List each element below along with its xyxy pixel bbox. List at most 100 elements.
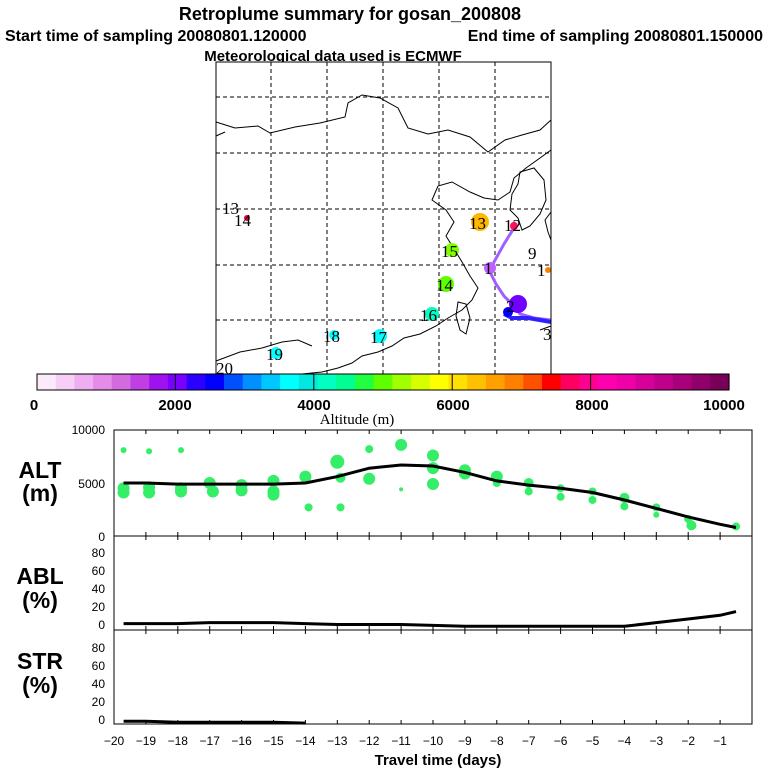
- colorbar-swatch: [167, 374, 188, 390]
- str-ytick-label: 20: [92, 695, 106, 709]
- alt-panel-unit: (m): [22, 480, 58, 506]
- colorbar-swatch: [579, 374, 599, 390]
- plot-layers: [117, 438, 741, 725]
- str-panel-unit: (%): [22, 672, 58, 698]
- x-tick-label: −6: [554, 734, 568, 748]
- colorbar-swatch: [55, 374, 76, 390]
- cluster-dot: [373, 329, 387, 343]
- alt-scatter-point: [117, 486, 130, 499]
- cluster-dot: [244, 215, 250, 221]
- colorbar-swatch: [523, 374, 543, 390]
- x-tick-label: −1: [713, 734, 727, 748]
- x-tick-label: −8: [490, 734, 504, 748]
- map-label: 14: [436, 276, 454, 295]
- map-label: 17: [370, 328, 388, 347]
- alt-scatter-point: [267, 488, 280, 501]
- alt-ytick-label: 5000: [78, 477, 105, 491]
- alt-scatter-point: [143, 486, 156, 499]
- str-ytick-label: 0: [98, 713, 105, 727]
- alt-scatter-point: [395, 438, 408, 451]
- alt-scatter-point: [524, 487, 533, 496]
- x-tick-label: −20: [104, 734, 125, 748]
- x-tick-label: −7: [522, 734, 536, 748]
- str-ytick-label: 80: [92, 641, 106, 655]
- alt-scatter-point: [363, 472, 376, 485]
- x-tick-label: −3: [649, 734, 663, 748]
- x-tick-label: −5: [586, 734, 600, 748]
- abl-line: [123, 610, 737, 628]
- colorbar-swatch: [467, 374, 487, 390]
- x-tick-label: −10: [423, 734, 444, 748]
- x-tick-label: −11: [391, 734, 411, 748]
- alt-scatter-point: [620, 502, 629, 511]
- colorbar-swatch: [317, 374, 337, 390]
- alt-scatter-point: [304, 503, 313, 512]
- alt-scatter-point: [427, 449, 439, 462]
- colorbar-swatch: [448, 374, 468, 390]
- colorbar-swatch: [205, 374, 225, 390]
- x-tick-label: −15: [263, 734, 284, 748]
- map-label: 16: [420, 306, 437, 325]
- alt-scatter-point: [330, 454, 345, 469]
- x-tick-label: −2: [681, 734, 695, 748]
- cluster-dot: [425, 307, 439, 321]
- str-line: [123, 719, 306, 725]
- colorbar-swatch: [37, 374, 57, 390]
- alt-mean-line: [123, 463, 737, 529]
- alt-scatter-point: [299, 470, 312, 483]
- cluster-dot: [471, 213, 489, 231]
- cluster-dot: [484, 262, 496, 274]
- cluster-dot: [509, 295, 527, 313]
- alt-scatter-point: [588, 495, 597, 504]
- colorbar-swatch: [429, 374, 450, 390]
- map-label: 13: [222, 199, 239, 218]
- abl-ytick-label: 20: [92, 600, 106, 614]
- abl-ytick-label: 60: [92, 564, 106, 578]
- colorbar-tick-label: 8000: [575, 397, 608, 414]
- retroplume-map: 13 14 13 12 9 15 1 14 16 18 17 19 20 2 3…: [215, 61, 552, 378]
- x-axis: −20 −19 −18 −17 −16 −15 −14 −13 −12 −11 −10 −9 −8 −7 −…: [104, 430, 753, 748]
- colorbar-swatch: [261, 374, 281, 390]
- map-label: 20: [216, 359, 233, 378]
- start-time-label: Start time of sampling 20080801.120000: [5, 28, 307, 45]
- colorbar-swatch: [560, 374, 580, 390]
- map-label: 1: [537, 261, 546, 280]
- map-label: 1: [484, 259, 493, 278]
- map-label: 14: [234, 211, 252, 230]
- alt-scatter-point: [427, 478, 439, 491]
- abl-panel-name: ABL: [16, 563, 63, 589]
- map-label: 18: [323, 327, 340, 346]
- colorbar-swatch: [691, 374, 711, 390]
- map-label: 12: [504, 216, 521, 235]
- map-label: 2: [506, 297, 515, 316]
- abl-ytick-label: 40: [92, 582, 106, 596]
- colorbar-tick-label: 4000: [297, 397, 330, 414]
- x-tick-label: −12: [359, 734, 380, 748]
- colorbar-swatch: [242, 374, 263, 390]
- str-ytick-label: 40: [92, 677, 106, 691]
- alt-scatter-point: [556, 492, 565, 501]
- map-label: 9: [528, 244, 537, 263]
- str-ytick-label: 60: [92, 659, 106, 673]
- colorbar-swatch: [485, 374, 506, 390]
- met-data-label: Meteorological data used is ECMWF: [204, 48, 462, 65]
- cluster-dot: [329, 330, 339, 340]
- colorbar-swatch: [149, 374, 169, 390]
- colorbar-swatch: [635, 374, 655, 390]
- colorbar-swatch: [111, 374, 132, 390]
- colorbar-tick-label: 2000: [158, 397, 191, 414]
- str-panel-frame: [113, 629, 753, 725]
- cluster-dot: [270, 347, 282, 359]
- colorbar-swatch: [710, 374, 730, 390]
- colorbar-swatch: [130, 374, 150, 390]
- x-tick-label: −18: [168, 734, 189, 748]
- colorbar-swatch: [672, 374, 693, 390]
- alt-scatter-point: [174, 485, 187, 498]
- map-label: 13: [469, 214, 486, 233]
- colorbar-swatch: [598, 374, 618, 390]
- x-tick-label: −17: [200, 734, 221, 748]
- x-tick-label: −13: [327, 734, 348, 748]
- alt-scatter-point: [206, 485, 219, 498]
- colorbar-swatch: [298, 374, 319, 390]
